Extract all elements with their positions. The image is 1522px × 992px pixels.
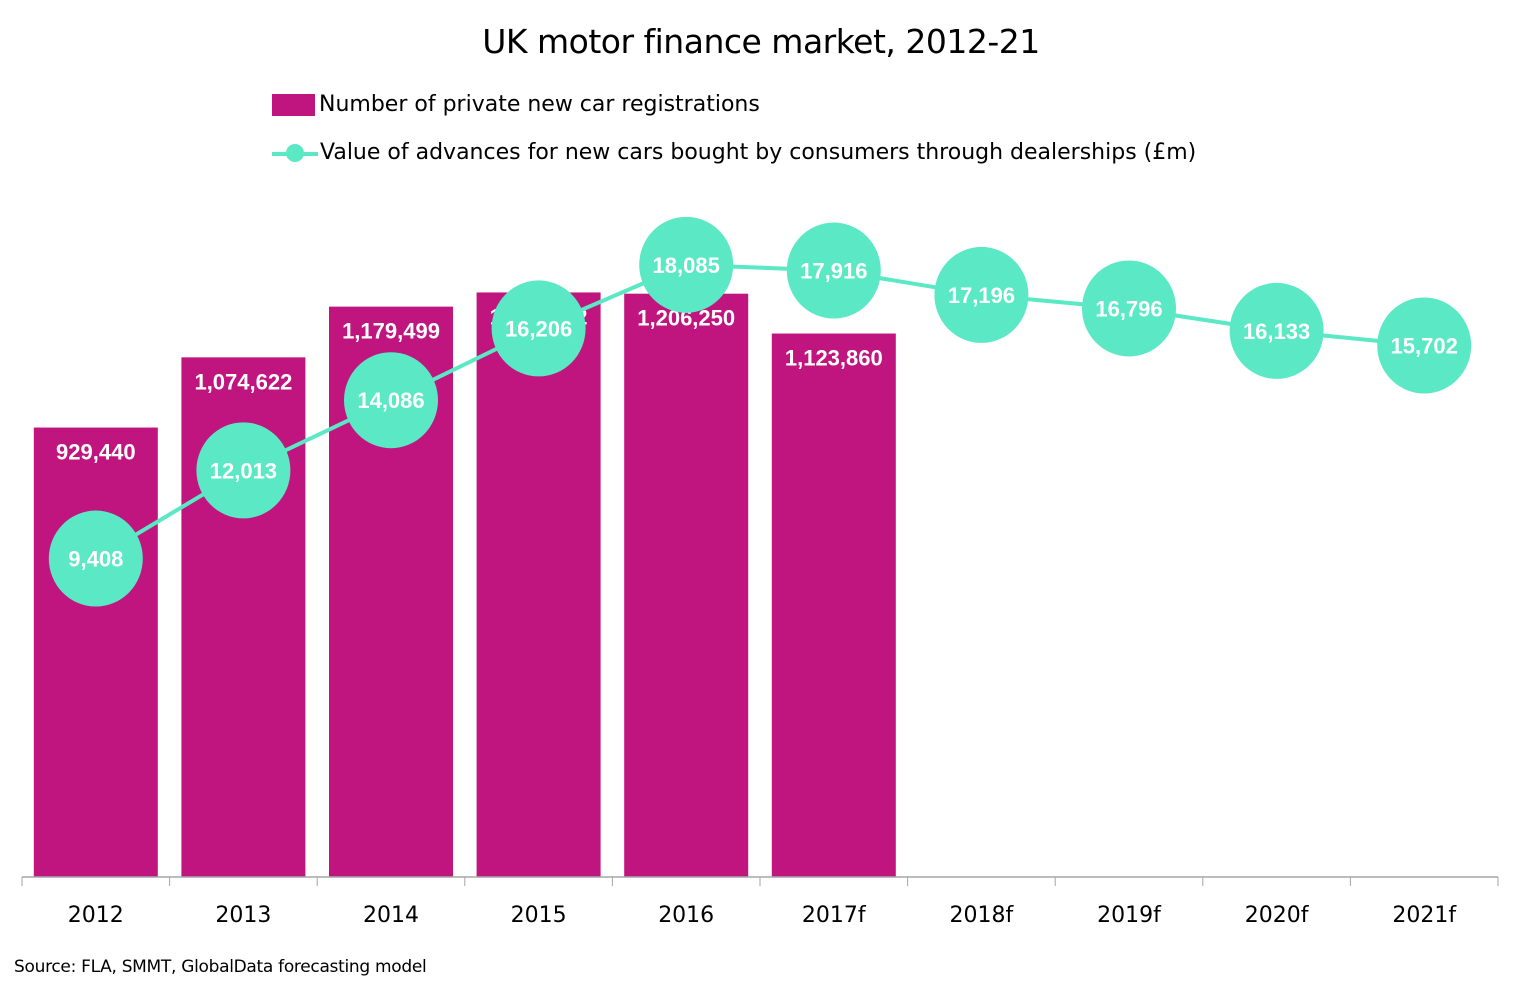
advances-point-2021f: [1377, 297, 1472, 394]
legend-line-swatch: [272, 142, 318, 164]
x-tick-label-2018f: 2018f: [950, 903, 1015, 928]
advances-line: [94, 262, 1425, 561]
advances-label-2018f: 17,196: [948, 283, 1015, 308]
chart-title: UK motor finance market, 2012-21: [482, 22, 1040, 61]
bar-2017f: [771, 333, 896, 877]
legend-label-advances: Value of advances for new cars bought by…: [320, 140, 1197, 165]
bar-2015: [476, 292, 601, 877]
x-tick-label-2016: 2016: [658, 903, 714, 928]
x-tick-label-2020f: 2020f: [1245, 903, 1310, 928]
advances-label-2016: 18,085: [653, 253, 720, 278]
legend-label-registrations: Number of private new car registrations: [319, 92, 760, 117]
advances-label-2019f: 16,796: [1095, 296, 1162, 321]
advances-point-2018f: [934, 246, 1029, 343]
advances-label-2017f: 17,916: [800, 259, 867, 284]
legend-item-advances: Value of advances for new cars bought by…: [272, 140, 1196, 165]
bar-label-2013: 1,074,622: [194, 369, 292, 394]
x-tick-label-2021f: 2021f: [1392, 903, 1457, 928]
advances-point-2020f: [1229, 282, 1324, 379]
advances-point-2017f: [786, 222, 881, 319]
x-tick-label-2017f: 2017f: [802, 903, 867, 928]
advances-point-2015: [491, 280, 586, 377]
legend-bar-swatch: [272, 93, 315, 116]
legend-item-registrations: Number of private new car registrations: [272, 92, 760, 117]
advances-point-2013: [196, 422, 291, 519]
advances-label-2021f: 15,702: [1391, 333, 1458, 358]
advances-label-2015: 16,206: [505, 316, 572, 341]
bar-2016: [624, 293, 749, 877]
x-tick-label-2013: 2013: [215, 903, 271, 928]
advances-label-2012: 9,408: [68, 547, 123, 572]
bar-label-2017f: 1,123,860: [785, 346, 883, 371]
advances-point-2019f: [1082, 260, 1176, 357]
advances-point-2012: [48, 510, 143, 607]
advances-label-2013: 12,013: [210, 458, 277, 483]
x-tick-label-2019f: 2019f: [1097, 903, 1162, 928]
advances-point-2016: [639, 216, 734, 313]
advances-label-2020f: 16,133: [1243, 319, 1310, 344]
advances-point-2014: [344, 352, 438, 449]
advances-label-2014: 14,086: [357, 388, 424, 413]
bar-label-2012: 929,440: [56, 440, 136, 465]
bar-label-2014: 1,179,499: [342, 319, 440, 344]
bar-2012: [33, 427, 158, 877]
x-tick-label-2012: 2012: [68, 903, 124, 928]
source-note: Source: FLA, SMMT, GlobalData forecastin…: [14, 957, 427, 977]
x-tick-label-2014: 2014: [363, 903, 419, 928]
x-tick-label-2015: 2015: [511, 903, 567, 928]
